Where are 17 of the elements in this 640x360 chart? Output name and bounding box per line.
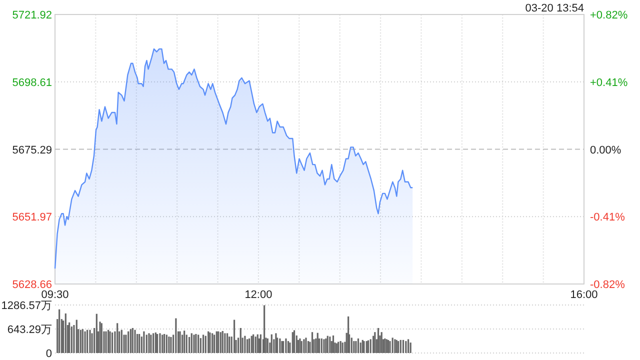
- y2-tick-label: 0.00%: [590, 144, 622, 156]
- y2-tick-label: -0.41%: [590, 212, 626, 224]
- y2-tick-label: +0.41%: [590, 76, 628, 89]
- y-tick-label: 5698.61: [12, 76, 52, 89]
- y-tick-label: 1286.57万: [1, 300, 52, 312]
- y-tick-label: 643.29万: [7, 324, 52, 336]
- chart-subtitle: 03-20 13:54: [525, 2, 584, 14]
- y-tick-label: 5651.97: [12, 212, 52, 224]
- y-tick-label: 0: [46, 348, 52, 360]
- y-tick-label: 5721.92: [12, 10, 52, 22]
- y-tick-label: 5628.66: [12, 279, 52, 291]
- y-tick-label: 5675.29: [12, 144, 52, 156]
- y2-tick-label: -0.82%: [590, 279, 626, 291]
- x-tick-label: 09:30: [41, 289, 69, 301]
- x-tick-label: 12:00: [244, 289, 272, 301]
- x-tick-label: 16:00: [570, 289, 598, 301]
- y2-tick-label: +0.82%: [590, 10, 628, 22]
